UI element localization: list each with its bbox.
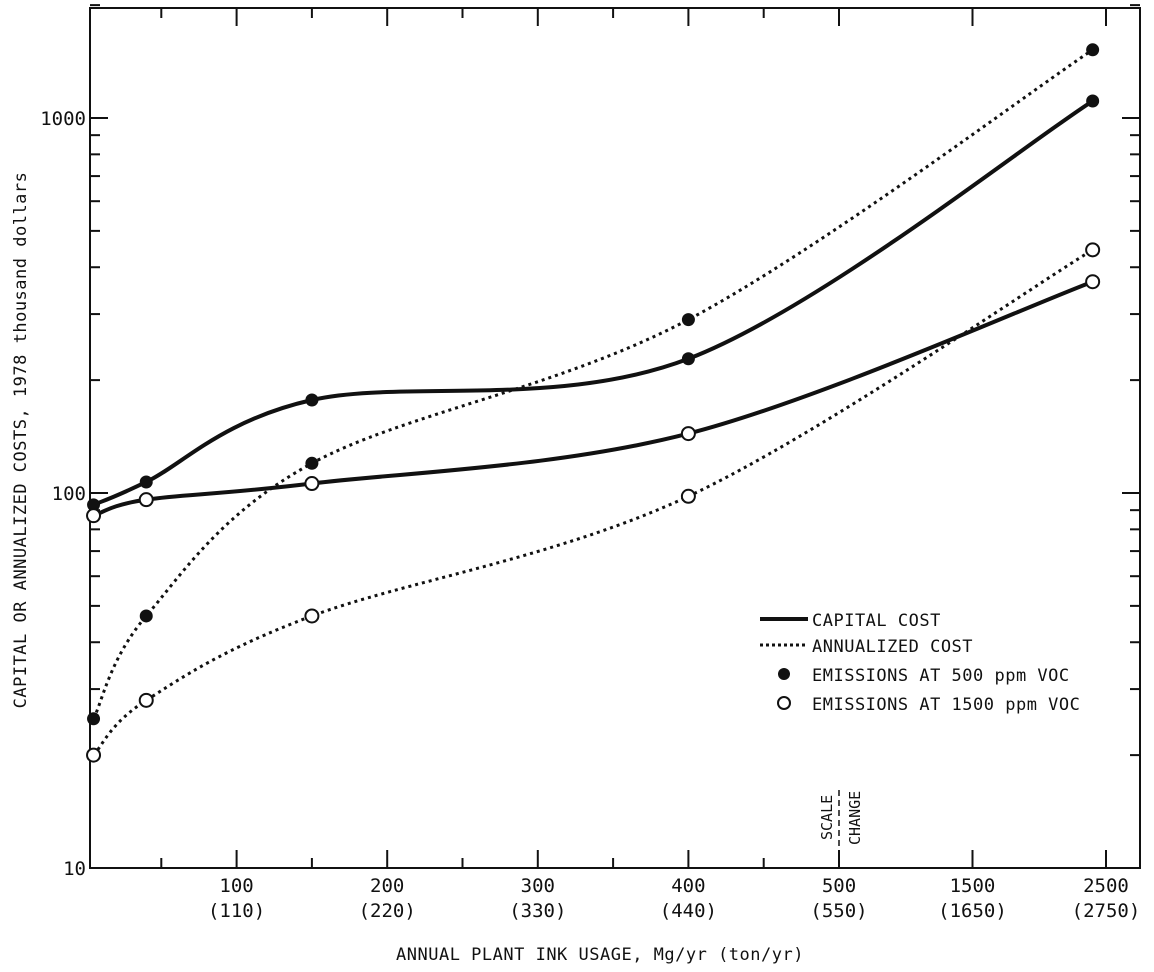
- marker-annual_500: [1086, 43, 1100, 57]
- y-axis-title: CAPITAL OR ANNUALIZED COSTS, 1978 thousa…: [11, 172, 31, 709]
- marker-annual_1500: [304, 608, 320, 624]
- legend-open-marker: [777, 696, 791, 710]
- marker-capital_500: [681, 352, 695, 366]
- x-tick-label: 400: [671, 875, 705, 897]
- x-tick-label: 300: [521, 875, 555, 897]
- x-axis-title: ANNUAL PLANT INK USAGE, Mg/yr (ton/yr): [396, 945, 804, 965]
- legend-500-label: EMISSIONS AT 500 ppm VOC: [812, 666, 1070, 686]
- marker-annual_1500: [1085, 242, 1101, 258]
- x-tick-label: 2500: [1083, 875, 1129, 897]
- x-tick-label: 200: [370, 875, 404, 897]
- y-tick-label: 100: [52, 483, 86, 505]
- y-tick-label: 10: [63, 858, 86, 880]
- x-tick-label: 1500: [950, 875, 996, 897]
- marker-capital_1500: [680, 426, 696, 442]
- change-label: CHANGE: [846, 791, 864, 845]
- x-tick-sublabel: (550): [810, 900, 867, 922]
- plot-frame: [89, 7, 1141, 869]
- y-axis: 10 100 1000: [40, 4, 1140, 880]
- x-tick-label: 500: [822, 875, 856, 897]
- plot-border: [89, 7, 1141, 869]
- legend-1500-label: EMISSIONS AT 1500 ppm VOC: [812, 695, 1080, 715]
- marker-capital_1500: [138, 492, 154, 508]
- data-markers: [86, 43, 1101, 763]
- x-tick-label: 100: [219, 875, 253, 897]
- legend-filled-marker: [778, 668, 790, 680]
- x-tick-sublabel: (330): [509, 900, 566, 922]
- marker-capital_1500: [86, 508, 102, 524]
- x-tick-sublabel: (440): [660, 900, 717, 922]
- marker-capital_500: [1086, 94, 1100, 108]
- marker-capital_500: [139, 475, 153, 489]
- marker-annual_500: [87, 712, 101, 726]
- x-tick-sublabel: (220): [359, 900, 416, 922]
- x-tick-sublabel: (1650): [938, 900, 1007, 922]
- marker-annual_500: [305, 456, 319, 470]
- marker-annual_1500: [138, 692, 154, 708]
- legend: CAPITAL COST ANNUALIZED COST EMISSIONS A…: [760, 611, 1080, 715]
- marker-annual_500: [139, 609, 153, 623]
- marker-annual_1500: [86, 747, 102, 763]
- scale-label: SCALE: [818, 795, 836, 840]
- y-tick-label: 1000: [40, 108, 86, 130]
- scale-change-note: SCALE CHANGE: [818, 790, 864, 846]
- curve-capital_500: [92, 99, 1094, 507]
- marker-capital_500: [305, 393, 319, 407]
- marker-capital_1500: [1085, 274, 1101, 290]
- legend-capital-label: CAPITAL COST: [812, 611, 941, 631]
- marker-capital_500: [87, 498, 101, 512]
- legend-annualized-label: ANNUALIZED COST: [812, 637, 973, 657]
- marker-capital_1500: [304, 476, 320, 492]
- curve-capital_1500: [92, 279, 1094, 518]
- curve-annual_500: [92, 48, 1094, 720]
- marker-annual_1500: [680, 488, 696, 504]
- marker-annual_500: [681, 313, 695, 327]
- x-tick-sublabel: (110): [208, 900, 265, 922]
- x-axis: 100 (110) 200 (220) 300 (330) 400 (440) 500 (550)…: [160, 8, 1141, 922]
- x-tick-sublabel: (2750): [1072, 900, 1141, 922]
